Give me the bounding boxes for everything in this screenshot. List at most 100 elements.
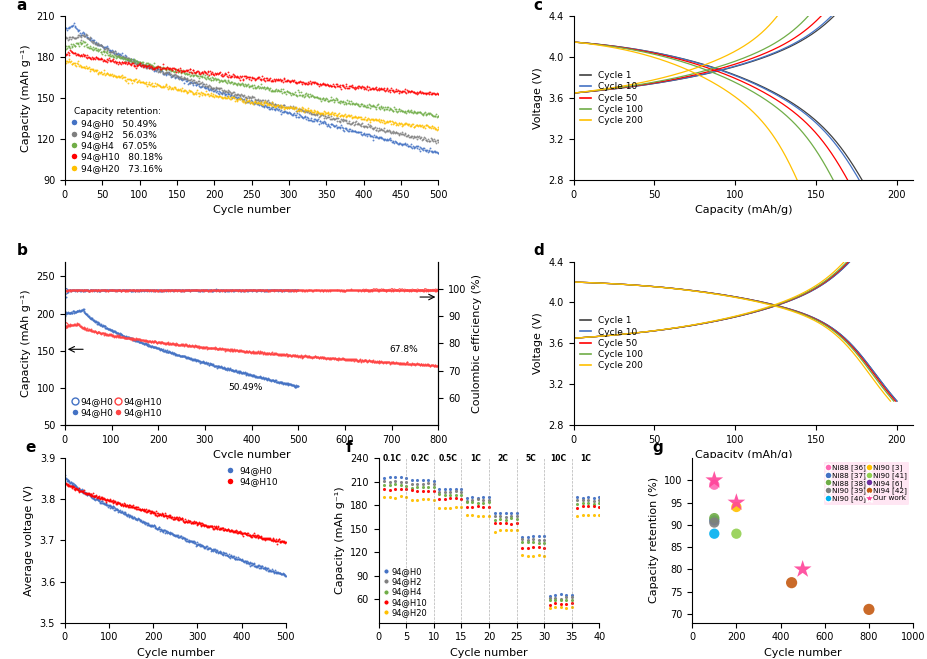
Point [84,43,99,54]
Point [254,99,269,109]
Point [74,484,89,495]
Point [131,513,146,524]
Point [114,52,129,63]
Point [487,511,502,521]
Point [132,57,146,67]
Point [60,284,75,295]
Point [70,483,85,494]
Point [179,533,194,544]
Point [224,345,239,356]
Point [299,90,314,101]
Point [63,285,78,296]
Point [155,508,170,519]
Point [304,351,319,362]
Point [183,285,197,296]
Point [197,285,211,295]
Point [354,113,369,124]
Point [537,534,552,545]
Point [370,115,385,126]
Point [199,285,214,295]
Point [251,94,266,104]
Point [243,347,258,357]
Point [105,502,120,513]
Point [243,285,258,295]
Point [269,285,284,296]
Point [134,335,149,345]
Point [136,60,151,71]
Point [170,84,184,95]
Point [170,285,184,295]
Point [81,325,95,335]
Point [364,114,379,125]
Point [99,328,114,339]
Point [287,285,302,296]
Point [420,285,435,296]
Point [178,353,193,363]
Point [425,359,439,370]
Point [238,347,253,357]
Point [222,553,237,563]
Point [138,59,153,70]
Point [476,501,491,512]
Point [191,76,206,86]
Point [188,285,203,296]
Point [195,357,210,368]
Point [185,355,200,365]
Point [227,72,242,82]
Point [288,76,303,87]
Point [64,59,79,69]
Point [166,349,181,359]
Point [133,515,148,525]
Point [228,79,243,90]
Point [241,285,256,296]
Point [292,351,307,361]
Point [361,119,375,130]
Point [75,30,90,40]
Point [220,87,235,98]
Point [358,355,373,365]
Point [559,594,574,605]
Point [111,330,126,340]
Point [410,107,425,118]
Point [267,74,282,84]
Point [236,285,251,296]
Point [108,285,122,296]
Point [330,354,345,364]
Point [237,556,252,567]
Point [295,102,310,113]
Point [130,502,145,513]
Point [213,87,228,98]
Point [205,83,220,94]
Point [342,80,357,91]
Point [394,105,409,116]
Point [78,285,93,296]
Point [339,354,354,364]
Point [131,285,146,295]
Point [415,133,430,144]
Point [295,353,310,363]
Point [419,285,434,295]
Point [421,285,436,295]
Point [266,285,281,295]
Point [110,285,125,295]
Point [228,92,243,102]
Point [73,38,88,49]
Point [232,346,247,357]
Point [93,493,108,503]
Point [180,517,195,527]
Point [195,518,210,529]
Point [159,63,174,74]
Point [279,349,294,359]
Point [171,66,186,76]
Point [244,81,259,92]
Point [88,38,103,49]
Point [217,345,232,356]
Point [198,285,213,296]
Point [193,539,208,550]
Point [199,521,214,531]
Text: 1C: 1C [580,455,591,463]
Point [228,96,243,106]
Point [175,339,190,349]
Point [239,72,254,83]
Point [421,478,436,489]
